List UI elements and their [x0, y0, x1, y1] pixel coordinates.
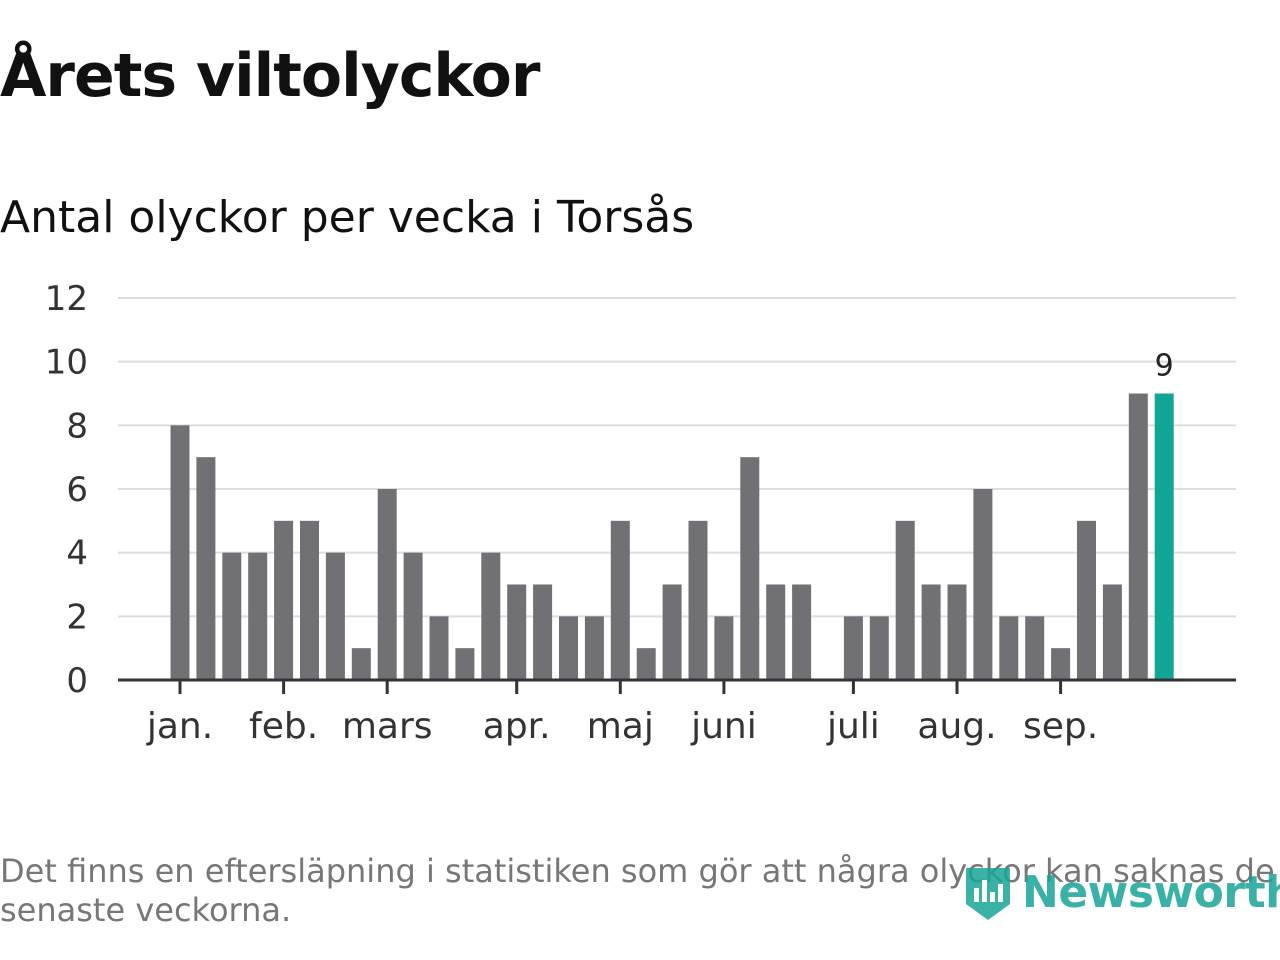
bar-week-20 [662, 584, 682, 680]
x-tick-label-feb.: feb. [249, 706, 318, 747]
x-tick-label-juni: juni [690, 706, 757, 747]
bar-week-28 [869, 616, 889, 680]
bar-week-31 [947, 584, 967, 680]
bar-week-23 [740, 457, 760, 680]
x-tick-label-juli: juli [826, 706, 880, 747]
newsworthy-logo-icon [966, 868, 1010, 920]
footnote: Det finns en eftersläpning i statistiken… [0, 852, 1275, 930]
x-tick-label-sep.: sep. [1023, 706, 1098, 747]
bar-week-36 [1077, 520, 1096, 680]
bar-week-21 [688, 520, 708, 680]
bar-week-18 [610, 520, 630, 680]
bar-week-1 [170, 425, 190, 680]
bar-week-38 [1128, 393, 1148, 680]
bar-week-8 [351, 648, 371, 680]
bar-chart: 0 2 4 6 8 10 12 jan. feb. mars apr. maj juni juli aug… [45, 279, 1236, 747]
bar-week-27 [843, 616, 863, 680]
bar-week-35 [1051, 648, 1071, 680]
bar-week-17 [584, 616, 604, 680]
x-axis-ticks: jan. feb. mars apr. maj juni juli aug. sep. [146, 680, 1098, 747]
bar-week-13 [481, 552, 501, 680]
x-tick-label-apr.: apr. [483, 706, 551, 747]
y-tick-label-2: 2 [66, 597, 88, 637]
chart-subtitle: Antal olyckor per vecka i Torsås [0, 192, 695, 243]
bar-week-4 [248, 552, 268, 680]
bar-week-14 [507, 584, 527, 680]
y-tick-label-10: 10 [45, 343, 88, 383]
x-tick-label-aug.: aug. [917, 706, 996, 747]
bar-week-25 [792, 584, 812, 680]
bar-week-2 [196, 457, 216, 680]
bar-week-6 [300, 520, 319, 680]
bar-week-24 [766, 584, 786, 680]
chart-title: Årets viltolyckor [0, 41, 540, 111]
y-tick-label-12: 12 [45, 279, 88, 319]
bar-week-5 [274, 520, 294, 680]
bar-week-33 [999, 616, 1019, 680]
bar-week-9 [377, 489, 397, 680]
bar-week-7 [325, 552, 345, 680]
y-tick-label-8: 8 [66, 406, 88, 446]
data-label-last-week: 9 [1155, 349, 1174, 384]
newsworthy-logo-text: Newsworthy [1022, 866, 1280, 918]
bar-week-29 [895, 520, 915, 680]
data-labels: 9 [1155, 349, 1174, 384]
y-axis-ticks: 0 2 4 6 8 10 12 [45, 279, 88, 701]
newsworthy-logo: Newsworthy [962, 860, 1280, 924]
bar-week-32 [973, 489, 993, 680]
x-tick-label-jan.: jan. [146, 706, 213, 747]
bar-week-39 [1154, 393, 1174, 680]
x-tick-label-mars: mars [342, 706, 433, 747]
bar-week-3 [222, 552, 242, 680]
bar-week-16 [559, 616, 578, 680]
y-tick-label-0: 0 [66, 661, 88, 701]
bar-week-34 [1025, 616, 1045, 680]
bars [170, 393, 1174, 680]
bar-week-12 [455, 648, 475, 680]
x-tick-label-maj: maj [587, 706, 654, 747]
bar-week-10 [403, 552, 423, 680]
bar-week-11 [429, 616, 449, 680]
y-tick-label-6: 6 [66, 470, 88, 510]
y-tick-label-4: 4 [66, 534, 88, 574]
bar-week-15 [533, 584, 553, 680]
bar-week-30 [921, 584, 941, 680]
bar-week-22 [714, 616, 734, 680]
bar-week-37 [1102, 584, 1122, 680]
bar-week-19 [636, 648, 656, 680]
